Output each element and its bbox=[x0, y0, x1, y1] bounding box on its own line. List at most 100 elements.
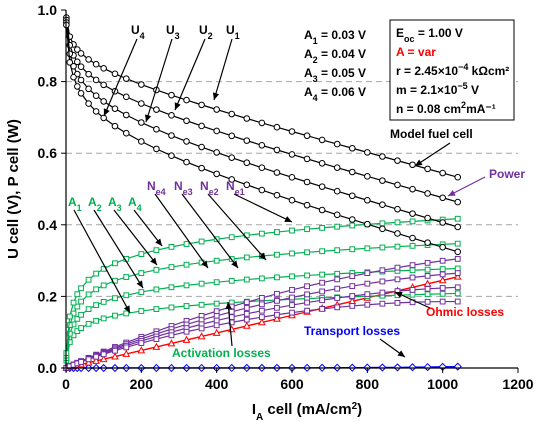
point-power-e4-30 bbox=[439, 298, 446, 305]
point-voltage-3-28 bbox=[409, 210, 416, 217]
point-ohmic-losses-18 bbox=[258, 318, 266, 326]
point-ohmic-losses-17 bbox=[242, 321, 251, 329]
point-voltage-4-2 bbox=[70, 73, 77, 81]
point-activation-1-6 bbox=[93, 317, 100, 324]
point-activation-3-23 bbox=[334, 247, 341, 254]
point-activation-1-29 bbox=[424, 291, 431, 298]
point-activation-3-10 bbox=[138, 270, 145, 276]
point-voltage-4-31 bbox=[454, 248, 462, 256]
param-A3: A3 = 0.05 V bbox=[304, 66, 366, 84]
point-voltage-1-27 bbox=[394, 157, 401, 164]
point-power-e3-22 bbox=[319, 297, 326, 304]
y-tick-label-0.8: 0.8 bbox=[38, 74, 58, 90]
point-power-e1-18 bbox=[258, 295, 265, 301]
point-activation-2-22 bbox=[319, 271, 326, 278]
point-voltage-2-18 bbox=[258, 141, 266, 149]
point-voltage-1-24 bbox=[348, 144, 356, 152]
x-tick-label-400: 400 bbox=[205, 376, 229, 392]
arrow-model-fuel-cell-head bbox=[415, 159, 423, 166]
point-power-e3-21 bbox=[304, 299, 310, 306]
point-voltage-1-28 bbox=[409, 161, 416, 169]
point-activation-2-13 bbox=[183, 282, 190, 289]
point-ohmic-losses-7 bbox=[99, 354, 108, 363]
point-power-e4-5 bbox=[85, 356, 92, 363]
point-activation-4-4 bbox=[78, 285, 84, 292]
point-activation-2-5 bbox=[85, 306, 92, 313]
point-voltage-1-25 bbox=[364, 149, 371, 156]
arrow-Ne1 bbox=[233, 193, 293, 223]
point-voltage-2-3 bbox=[74, 58, 81, 66]
point-voltage-2-29 bbox=[424, 190, 431, 197]
point-power-e1-23 bbox=[334, 276, 341, 283]
point-voltage-3-8 bbox=[111, 105, 119, 112]
arrow-U4 bbox=[103, 38, 138, 117]
point-power-e1-25 bbox=[364, 270, 371, 277]
point-power-e2-15 bbox=[213, 312, 220, 319]
point-voltage-3-4 bbox=[77, 76, 85, 84]
point-voltage-3-12 bbox=[168, 132, 175, 139]
param-box-line-4: n = 0.08 cm2mA⁻¹ bbox=[396, 100, 496, 116]
point-power-e3-19 bbox=[274, 304, 280, 311]
label-A4: A4 bbox=[128, 195, 142, 213]
point-voltage-4-11 bbox=[153, 145, 160, 153]
point-activation-2-12 bbox=[168, 284, 175, 291]
point-activation-3-26 bbox=[379, 244, 386, 251]
point-voltage-4-27 bbox=[394, 230, 401, 237]
point-activation-3-13 bbox=[183, 261, 190, 268]
point-power-e1-21 bbox=[304, 283, 310, 290]
series-activation-4 bbox=[63, 215, 461, 357]
point-voltage-2-14 bbox=[198, 122, 205, 130]
param-A1: A1 = 0.03 V bbox=[304, 28, 366, 46]
point-power-e3-20 bbox=[289, 302, 295, 308]
point-voltage-3-22 bbox=[318, 183, 326, 190]
point-activation-1-11 bbox=[153, 306, 160, 312]
point-voltage-4-4 bbox=[77, 89, 85, 97]
point-power-e2-19 bbox=[274, 297, 280, 304]
point-activation-4-31 bbox=[454, 215, 461, 222]
point-voltage-4-15 bbox=[213, 170, 220, 178]
point-activation-4-28 bbox=[409, 218, 416, 225]
point-activation-2-15 bbox=[213, 279, 220, 286]
point-power-e3-18 bbox=[258, 307, 265, 314]
point-activation-3-21 bbox=[304, 249, 310, 256]
label-A2: A2 bbox=[88, 195, 102, 213]
point-activation-1-12 bbox=[168, 304, 175, 311]
point-activation-3-9 bbox=[123, 274, 130, 280]
label-power: Power bbox=[489, 167, 525, 181]
point-voltage-1-7 bbox=[100, 65, 107, 72]
point-activation-1-14 bbox=[198, 301, 205, 308]
label-A1: A1 bbox=[68, 195, 82, 213]
point-voltage-3-27 bbox=[394, 205, 401, 213]
param-box-line-2: r = 2.45×10−4 kΩcm² bbox=[396, 62, 509, 78]
point-activation-2-4 bbox=[78, 311, 84, 318]
label-U1: U1 bbox=[226, 23, 240, 41]
point-voltage-4-22 bbox=[318, 206, 326, 214]
arrow-U1-head bbox=[212, 92, 220, 100]
point-power-e2-20 bbox=[289, 294, 295, 301]
point-power-e3-26 bbox=[379, 289, 386, 296]
point-voltage-1-13 bbox=[183, 96, 190, 104]
point-activation-2-30 bbox=[439, 266, 446, 272]
point-activation-4-5 bbox=[85, 276, 92, 283]
point-activation-3-4 bbox=[78, 298, 84, 305]
point-power-e4-15 bbox=[213, 322, 220, 329]
point-ohmic-losses-5 bbox=[84, 358, 93, 366]
x-tick-label-0: 0 bbox=[62, 376, 70, 392]
series-voltage-2 bbox=[63, 16, 462, 206]
point-activation-4-1 bbox=[66, 313, 73, 320]
arrow-transport-losses-head bbox=[397, 350, 405, 357]
point-transport-losses-27 bbox=[393, 363, 402, 372]
label-Ne1: Ne1 bbox=[226, 179, 245, 197]
point-power-e2-21 bbox=[304, 291, 310, 298]
point-power-e3-25 bbox=[364, 291, 371, 298]
arrow-U2 bbox=[174, 38, 206, 111]
point-activation-4-20 bbox=[289, 227, 295, 234]
arrow-A1-shaft bbox=[73, 209, 131, 314]
point-voltage-2-10 bbox=[138, 100, 145, 107]
arrow-power bbox=[447, 176, 486, 197]
point-activation-1-8 bbox=[112, 312, 118, 319]
point-power-e2-31 bbox=[454, 270, 461, 276]
point-power-e1-28 bbox=[409, 262, 416, 269]
point-voltage-1-22 bbox=[318, 136, 326, 144]
point-voltage-4-20 bbox=[288, 196, 296, 204]
